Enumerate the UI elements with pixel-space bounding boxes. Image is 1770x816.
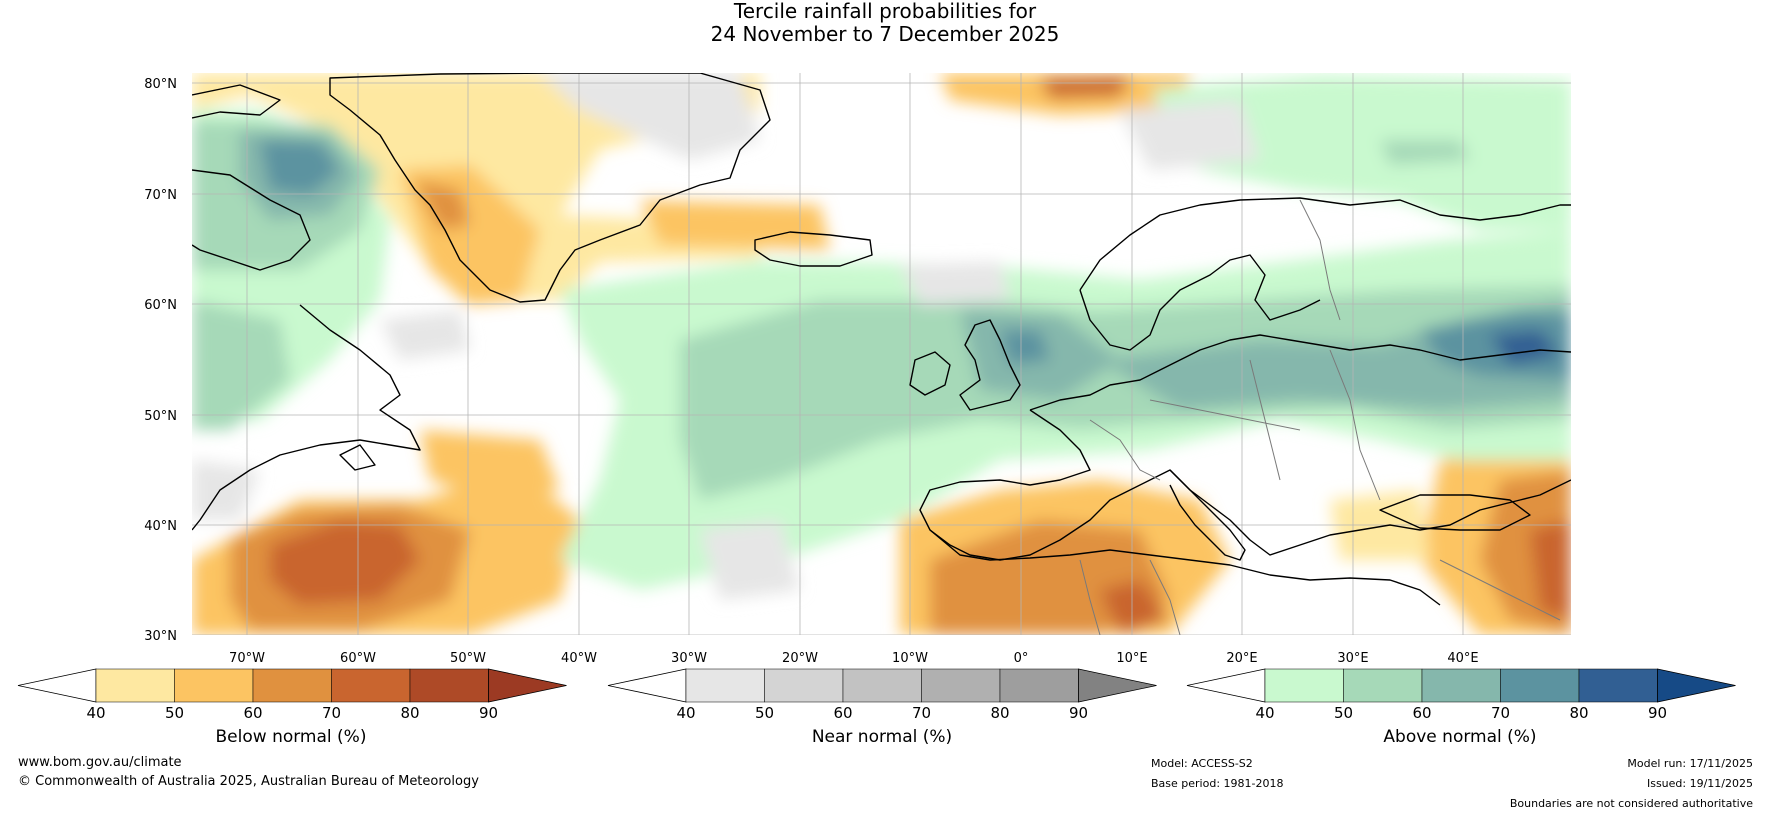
colorbar-below: 40 50 60 70 80 90 — [17, 668, 567, 722]
lat-label-50: 50°N — [144, 409, 177, 424]
colorbar-near-high-extension — [1078, 668, 1157, 703]
colorbar-above: 40 50 60 70 80 90 — [1186, 668, 1736, 722]
lon-label-60w: 60°W — [340, 651, 376, 666]
colorbar-below-tick-label: 50 — [165, 704, 184, 722]
lon-label-40e: 40°E — [1447, 651, 1478, 666]
colorbar-below-segment — [409, 668, 489, 703]
colorbar-above-tick-label: 90 — [1648, 704, 1667, 722]
probability-field — [192, 73, 1571, 635]
longitude-labels: 70°W 60°W 50°W 40°W 30°W 20°W 10°W 0° 10… — [229, 651, 1479, 666]
near-normal-label: Near normal (%) — [811, 727, 953, 747]
colorbar-above-segment — [1500, 668, 1580, 703]
colorbar-near-low-extension — [607, 668, 687, 703]
above-normal-label: Above normal (%) — [1383, 727, 1537, 747]
country-borders — [1079, 199, 1561, 635]
colorbar-above-low-extension — [1186, 668, 1266, 703]
colorbar-below-tick-label: 80 — [400, 704, 419, 722]
colorbar-below-segment — [174, 668, 254, 703]
colorbar-below-segment — [331, 668, 411, 703]
colorbar-below-segment — [252, 668, 332, 703]
lat-label-30: 30°N — [144, 629, 177, 644]
colorbar-below-tick-label: 40 — [86, 704, 105, 722]
colorbar-below-tick-label: 60 — [243, 704, 262, 722]
colorbar-below-tick-label: 90 — [479, 704, 498, 722]
graticule — [192, 73, 1571, 635]
lon-label-30e: 30°E — [1337, 651, 1368, 666]
colorbar-near-segment — [842, 668, 922, 703]
colorbar-above-segment — [1343, 668, 1423, 703]
footer-disclaimer: Boundaries are not considered authoritat… — [1509, 797, 1753, 810]
latitude-labels: 30°N 40°N 50°N 60°N 70°N 80°N — [144, 77, 177, 644]
title-line-1: Tercile rainfall probabilities for — [733, 0, 1037, 23]
colorbar-near-segment — [685, 668, 765, 703]
colorbar-above-segment — [1421, 668, 1501, 703]
colorbar-near: 40 50 60 70 80 90 — [607, 668, 1157, 722]
title-line-2: 24 November to 7 December 2025 — [710, 22, 1060, 46]
colorbar-near-segment — [921, 668, 1001, 703]
lon-label-0: 0° — [1014, 651, 1029, 666]
footer-copyright: © Commonwealth of Australia 2025, Austra… — [18, 774, 479, 789]
lon-label-10w: 10°W — [892, 651, 928, 666]
footer-base-period: Base period: 1981-2018 — [1151, 777, 1284, 790]
colorbar-near-tick-label: 40 — [676, 704, 695, 722]
colorbar-near-tick-label: 60 — [833, 704, 852, 722]
below-normal-label: Below normal (%) — [215, 727, 367, 747]
footer-issued: Issued: 19/11/2025 — [1646, 777, 1753, 790]
colorbar-above-tick-label: 80 — [1569, 704, 1588, 722]
map-title: Tercile rainfall probabilities for 24 No… — [0, 0, 1770, 46]
colorbar-near-tick-label: 70 — [912, 704, 931, 722]
colorbar-above-tick-label: 70 — [1491, 704, 1510, 722]
footer-model-run: Model run: 17/11/2025 — [1627, 757, 1753, 770]
colorbar-near-tick-label: 50 — [755, 704, 774, 722]
lat-label-80: 80°N — [144, 77, 177, 92]
lat-label-40: 40°N — [144, 519, 177, 534]
lon-label-20w: 20°W — [782, 651, 818, 666]
colorbars: 40 50 60 70 80 90 40 50 60 70 80 90 40 50 60 70 80 90 — [17, 668, 1736, 722]
colorbar-below-segment — [95, 668, 175, 703]
lon-label-50w: 50°W — [450, 651, 486, 666]
lon-label-20e: 20°E — [1226, 651, 1257, 666]
colorbar-below-high-extension — [488, 668, 567, 703]
colorbar-near-tick-label: 80 — [990, 704, 1009, 722]
colorbar-below-low-extension — [17, 668, 97, 703]
colorbar-near-segment — [999, 668, 1079, 703]
coastlines — [192, 73, 1571, 606]
lon-label-40w: 40°W — [561, 651, 597, 666]
lon-label-70w: 70°W — [229, 651, 265, 666]
lat-label-70: 70°N — [144, 188, 177, 203]
colorbar-below-tick-label: 70 — [322, 704, 341, 722]
colorbar-above-tick-label: 50 — [1334, 704, 1353, 722]
colorbar-above-tick-label: 40 — [1255, 704, 1274, 722]
colorbar-above-tick-label: 60 — [1412, 704, 1431, 722]
colorbar-above-segment — [1264, 668, 1344, 703]
colorbar-above-segment — [1578, 668, 1658, 703]
colorbar-near-tick-label: 90 — [1069, 704, 1088, 722]
footer-model: Model: ACCESS-S2 — [1151, 757, 1253, 770]
lat-label-60: 60°N — [144, 298, 177, 313]
lon-label-30w: 30°W — [671, 651, 707, 666]
lon-label-10e: 10°E — [1116, 651, 1147, 666]
colorbar-near-segment — [764, 668, 844, 703]
footer-url: www.bom.gov.au/climate — [18, 755, 182, 770]
colorbar-above-high-extension — [1657, 668, 1736, 703]
